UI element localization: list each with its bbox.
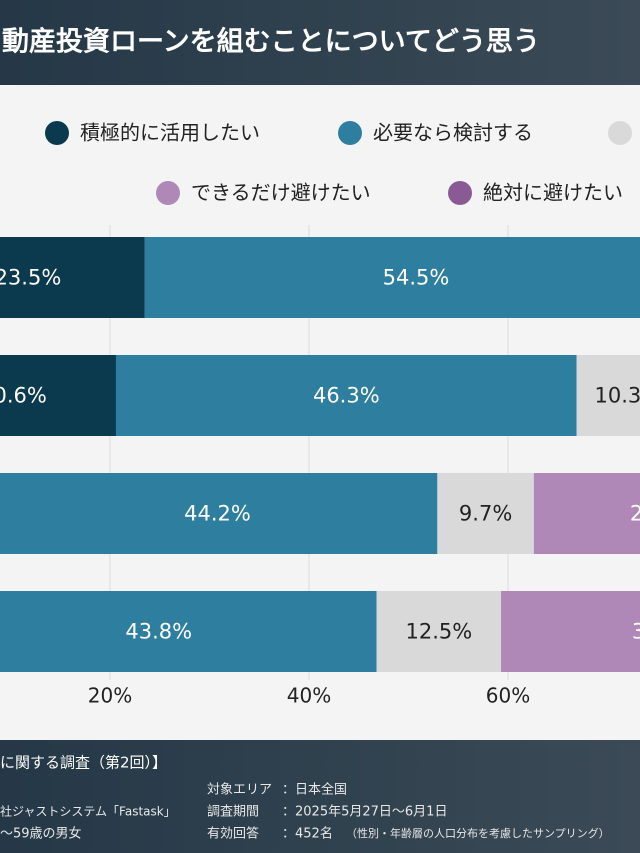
legend-label: 必要なら検討する	[373, 121, 533, 145]
data-label: 9.7%	[459, 502, 512, 526]
x-tick-label: 40%	[287, 684, 331, 708]
data-label: 24%	[630, 502, 640, 526]
bar-segment	[376, 591, 502, 672]
legend-swatch	[448, 181, 472, 205]
bar-segment	[0, 473, 438, 554]
bar-segment	[501, 591, 640, 672]
footer-key: 調査期間	[207, 805, 259, 820]
header	[0, 0, 640, 85]
legend-swatch	[45, 121, 69, 145]
survey-title: に関する調査（第2回）】	[0, 754, 167, 772]
chart-title: 動産投資ローンを組むことについてどう思う	[2, 26, 540, 58]
legend-swatch	[156, 181, 180, 205]
legend-label: できるだけ避けたい	[191, 181, 371, 205]
footer-value: ：2025年5月27日～6月1日	[282, 805, 447, 820]
footer-value: ：日本全国	[282, 782, 347, 798]
data-label: 20.6%	[0, 384, 47, 408]
legend-swatch	[608, 121, 632, 145]
data-label: 10.3%	[595, 384, 640, 408]
bar-segment	[0, 591, 377, 672]
data-label: 46.3%	[313, 384, 380, 408]
data-label: 31%	[632, 620, 640, 644]
footer-key: 対象エリア	[207, 783, 272, 798]
footer-left: 社ジャストシステム「Fastask」	[0, 804, 176, 819]
data-label: 43.8%	[125, 620, 192, 644]
data-label: 23.5%	[0, 266, 61, 290]
legend-swatch	[338, 121, 362, 145]
data-label: 44.2%	[184, 502, 251, 526]
footer	[0, 740, 640, 853]
footer-note: （性別・年齢層の人口分布を考慮したサンプリング）	[346, 826, 610, 840]
legend-label: 絶対に避けたい	[483, 181, 623, 205]
data-label: 12.5%	[405, 620, 472, 644]
bar-segment	[0, 237, 145, 318]
bar-segment	[0, 355, 116, 436]
bar-segment	[115, 355, 577, 436]
legend-label: 積極的に活用したい	[80, 121, 260, 145]
footer-key: 有効回答	[207, 826, 259, 842]
bar-segment	[533, 473, 640, 554]
x-tick-label: 60%	[486, 684, 530, 708]
footer-value: ：452名	[282, 826, 333, 842]
footer-left: ～59歳の男女	[0, 826, 82, 842]
data-label: 54.5%	[383, 266, 450, 290]
x-tick-label: 20%	[88, 684, 132, 708]
bar-segment	[437, 473, 534, 554]
bar-segment	[144, 237, 640, 318]
bar-segment	[576, 355, 640, 436]
